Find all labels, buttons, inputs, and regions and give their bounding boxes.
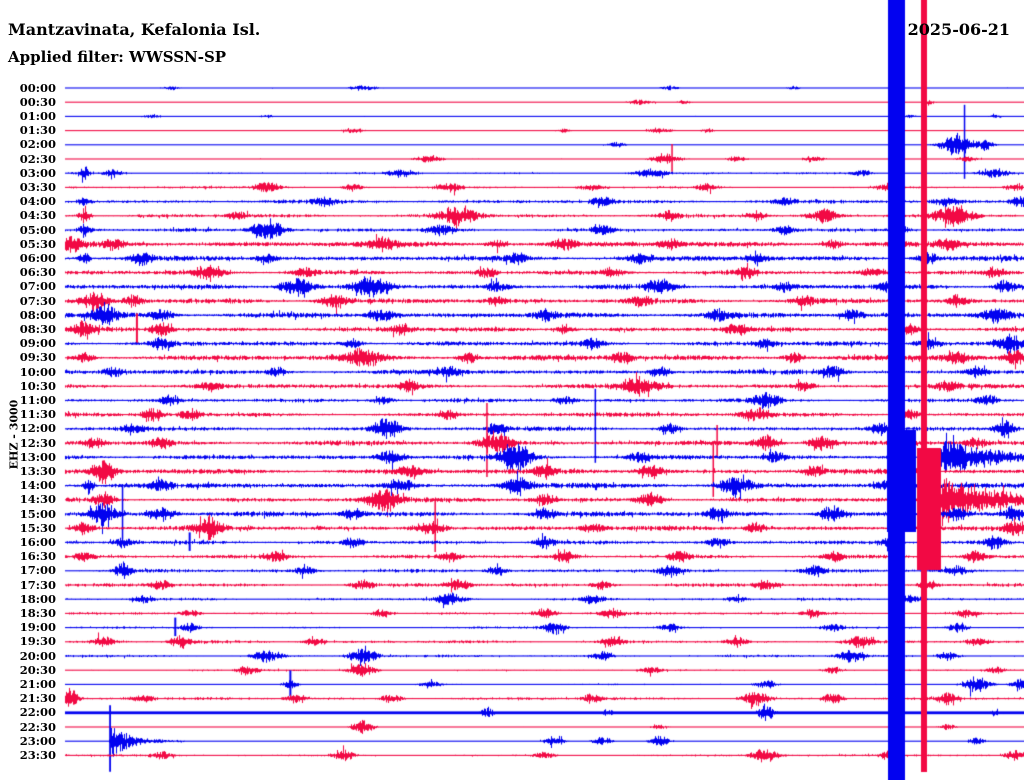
time-label: 02:00	[19, 137, 56, 152]
time-label: 17:00	[19, 563, 56, 578]
time-label: 22:00	[19, 705, 56, 720]
time-label: 12:00	[19, 421, 56, 436]
time-label: 11:30	[19, 407, 56, 422]
time-label: 09:30	[19, 350, 56, 365]
time-label: 06:30	[19, 265, 56, 280]
time-label: 00:30	[19, 94, 56, 109]
time-label: 04:00	[19, 194, 56, 209]
time-label: 15:30	[19, 520, 56, 535]
time-label: 06:00	[19, 250, 56, 265]
time-label: 08:00	[19, 307, 56, 322]
time-label: 08:30	[19, 321, 56, 336]
time-label: 04:30	[19, 208, 56, 223]
time-label: 16:00	[19, 534, 56, 549]
time-label: 11:00	[19, 392, 56, 407]
plot-date: 2025-06-21	[907, 20, 1010, 39]
time-label: 01:00	[19, 108, 56, 123]
filter-label: Applied filter: WWSSN-SP	[8, 48, 227, 66]
time-label: 19:00	[19, 620, 56, 635]
time-label: 09:00	[19, 336, 56, 351]
time-label: 22:30	[19, 719, 56, 734]
time-label: 05:30	[19, 236, 56, 251]
time-label: 00:00	[19, 80, 56, 95]
time-label: 07:00	[19, 279, 56, 294]
time-label: 14:30	[19, 492, 56, 507]
time-label: 13:30	[19, 463, 56, 478]
time-label: 07:30	[19, 293, 56, 308]
time-label: 03:00	[19, 165, 56, 180]
time-label: 10:00	[19, 364, 56, 379]
time-label: 23:00	[19, 733, 56, 748]
time-label: 19:30	[19, 634, 56, 649]
time-label: 20:00	[19, 648, 56, 663]
time-label: 03:30	[19, 179, 56, 194]
station-title: Mantzavinata, Kefalonia Isl.	[8, 20, 261, 39]
time-label: 21:00	[19, 676, 56, 691]
time-label: 17:30	[19, 577, 56, 592]
time-label: 18:00	[19, 591, 56, 606]
time-label: 12:30	[19, 435, 56, 450]
time-label: 02:30	[19, 151, 56, 166]
time-label: 05:00	[19, 222, 56, 237]
time-label: 10:30	[19, 378, 56, 393]
time-label: 23:30	[19, 747, 56, 762]
time-label: 16:30	[19, 549, 56, 564]
time-label: 14:00	[19, 478, 56, 493]
time-label: 01:30	[19, 123, 56, 138]
time-label: 21:30	[19, 691, 56, 706]
time-label: 20:30	[19, 662, 56, 677]
time-label: 18:30	[19, 605, 56, 620]
time-label: 15:00	[19, 506, 56, 521]
time-label: 13:00	[19, 449, 56, 464]
